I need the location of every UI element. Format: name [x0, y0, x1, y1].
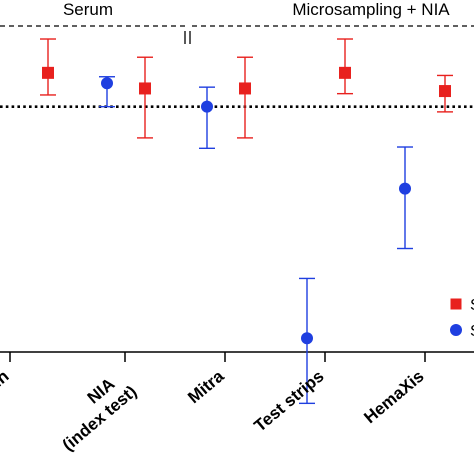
- data-point-circle: [301, 332, 313, 345]
- data-point-square: [439, 85, 451, 98]
- point-group-1-3: [299, 277, 315, 405]
- chart-frame: Serum Microsampling + NIA: [0, 0, 474, 353]
- x-tick-label-line: Mitra: [184, 366, 228, 407]
- data-marks: [40, 38, 453, 405]
- point-group-0-1: [137, 56, 153, 139]
- point-group-0-3: [337, 38, 353, 95]
- group-label-1: Microsampling + NIA: [292, 0, 450, 19]
- x-axis-ticks: mun NIA(index test) Mitra Test strips HemaXi…: [0, 352, 428, 455]
- data-point-circle: [101, 77, 113, 90]
- x-tick-label-line: Test strips: [250, 367, 327, 436]
- legend-label: S: [470, 297, 474, 314]
- point-group-0-0: [40, 38, 56, 96]
- legend-marker-circle: [450, 324, 462, 336]
- data-point-circle: [201, 100, 213, 113]
- point-group-0-4: [437, 74, 453, 113]
- point-group-1-4: [397, 146, 413, 250]
- group-label-0: Serum: [63, 0, 113, 19]
- legend-label: S: [470, 323, 474, 340]
- point-group-1-1: [99, 76, 115, 108]
- x-tick-label-4: HemaXis: [360, 367, 427, 428]
- legend-marker-square: [450, 298, 462, 310]
- data-point-square: [42, 66, 54, 79]
- legend-entry-0: S: [450, 297, 474, 314]
- x-tick-label-0: mun: [0, 367, 13, 405]
- data-point-square: [339, 66, 351, 79]
- point-group-0-2: [237, 56, 253, 139]
- data-point-square: [239, 82, 251, 95]
- point-group-1-2: [199, 86, 215, 150]
- x-tick-label-line: mun: [0, 367, 13, 405]
- x-tick-label-line: HemaXis: [360, 367, 427, 428]
- legend-entry-1: S: [450, 323, 474, 340]
- x-tick-label-2: Mitra: [184, 366, 228, 407]
- x-tick-label-1: NIA(index test): [46, 367, 141, 455]
- data-point-circle: [399, 182, 411, 195]
- x-tick-label-3: Test strips: [250, 367, 327, 436]
- data-point-square: [139, 82, 151, 95]
- legend: SS: [450, 297, 474, 340]
